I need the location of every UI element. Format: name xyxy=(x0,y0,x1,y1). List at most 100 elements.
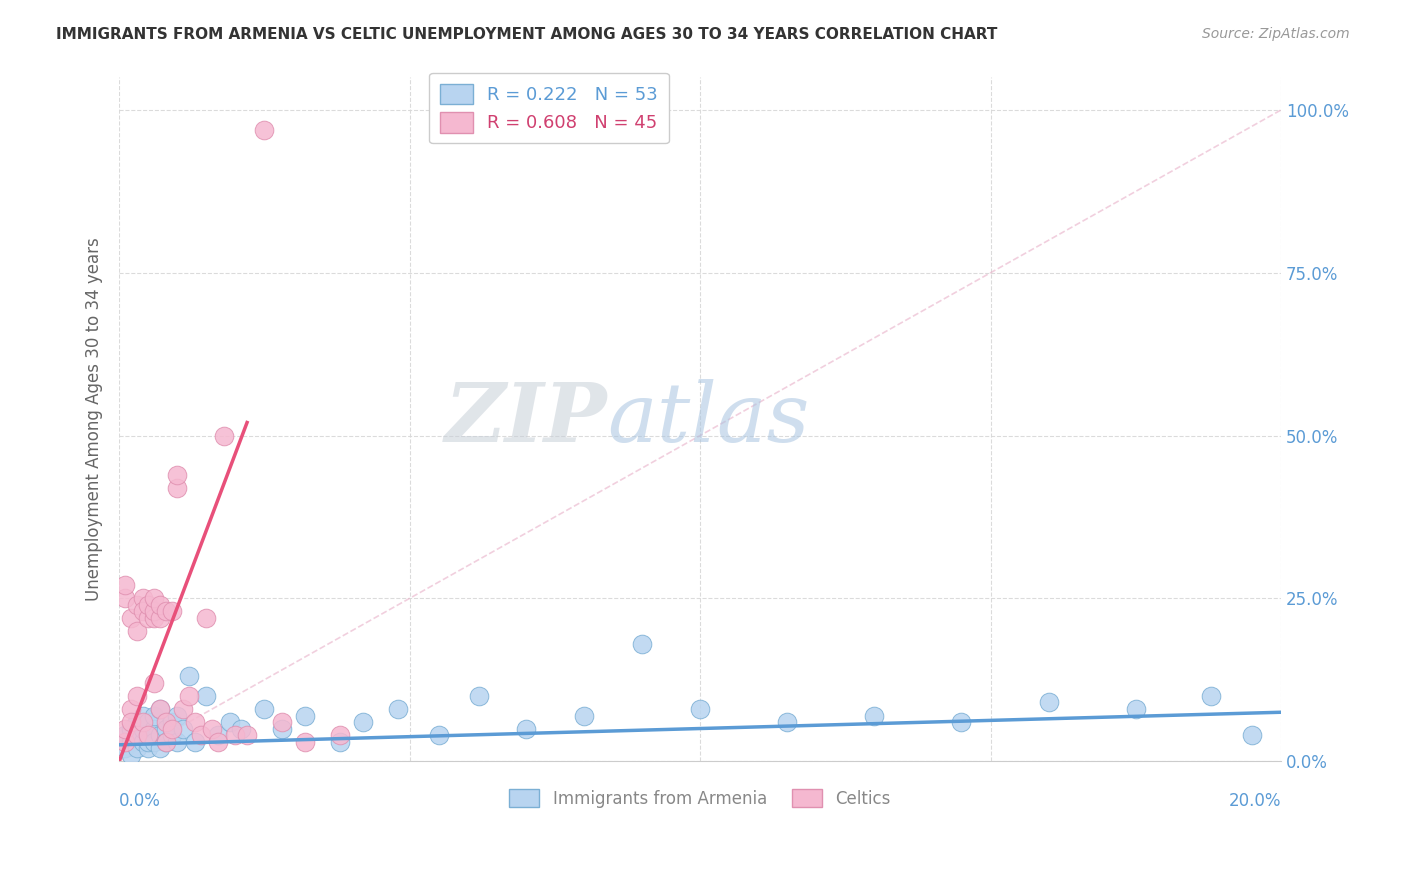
Point xyxy=(143,604,166,618)
Point xyxy=(166,481,188,495)
Point xyxy=(131,604,153,618)
Point xyxy=(155,734,177,748)
Point xyxy=(149,611,172,625)
Point xyxy=(160,728,183,742)
Point xyxy=(207,728,229,742)
Point xyxy=(177,669,200,683)
Point xyxy=(136,598,159,612)
Point xyxy=(1199,689,1222,703)
Point xyxy=(155,734,177,748)
Point xyxy=(149,741,172,756)
Point xyxy=(114,722,136,736)
Text: 0.0%: 0.0% xyxy=(120,792,162,810)
Point xyxy=(155,714,177,729)
Point xyxy=(271,714,294,729)
Point xyxy=(329,734,352,748)
Point xyxy=(207,734,229,748)
Point xyxy=(166,708,188,723)
Point xyxy=(160,722,183,736)
Point xyxy=(160,604,183,618)
Point xyxy=(329,728,352,742)
Point xyxy=(212,428,235,442)
Point xyxy=(294,708,316,723)
Text: ZIP: ZIP xyxy=(444,379,607,459)
Text: atlas: atlas xyxy=(607,379,810,459)
Point xyxy=(166,734,188,748)
Text: Source: ZipAtlas.com: Source: ZipAtlas.com xyxy=(1202,27,1350,41)
Point xyxy=(387,702,409,716)
Point xyxy=(143,734,166,748)
Point xyxy=(190,728,212,742)
Point xyxy=(120,611,142,625)
Point xyxy=(184,734,207,748)
Point xyxy=(120,722,142,736)
Point xyxy=(172,702,194,716)
Legend: Immigrants from Armenia, Celtics: Immigrants from Armenia, Celtics xyxy=(503,783,897,814)
Point xyxy=(143,591,166,606)
Point xyxy=(218,714,240,729)
Point xyxy=(114,734,136,748)
Point xyxy=(125,728,148,742)
Point xyxy=(236,728,259,742)
Point xyxy=(114,591,136,606)
Point xyxy=(863,708,886,723)
Point xyxy=(294,734,316,748)
Point xyxy=(224,728,246,742)
Point xyxy=(253,122,276,136)
Point xyxy=(120,747,142,762)
Point xyxy=(143,676,166,690)
Point xyxy=(136,728,159,742)
Point xyxy=(195,689,218,703)
Point xyxy=(120,714,142,729)
Point xyxy=(231,722,253,736)
Point xyxy=(136,734,159,748)
Point xyxy=(172,722,194,736)
Point xyxy=(155,604,177,618)
Point xyxy=(136,611,159,625)
Point xyxy=(155,722,177,736)
Point xyxy=(160,714,183,729)
Point xyxy=(114,578,136,592)
Text: IMMIGRANTS FROM ARMENIA VS CELTIC UNEMPLOYMENT AMONG AGES 30 TO 34 YEARS CORRELA: IMMIGRANTS FROM ARMENIA VS CELTIC UNEMPL… xyxy=(56,27,998,42)
Point xyxy=(352,714,374,729)
Point xyxy=(166,467,188,482)
Point xyxy=(120,734,142,748)
Point xyxy=(1240,728,1263,742)
Point xyxy=(515,722,537,736)
Text: 20.0%: 20.0% xyxy=(1229,792,1281,810)
Point xyxy=(143,708,166,723)
Point xyxy=(143,722,166,736)
Point xyxy=(125,689,148,703)
Point xyxy=(776,714,799,729)
Point xyxy=(689,702,711,716)
Point xyxy=(149,728,172,742)
Point xyxy=(131,734,153,748)
Point xyxy=(125,624,148,638)
Point xyxy=(131,722,153,736)
Point xyxy=(149,598,172,612)
Point xyxy=(631,637,654,651)
Point xyxy=(120,702,142,716)
Point xyxy=(1125,702,1147,716)
Point xyxy=(950,714,973,729)
Point xyxy=(468,689,491,703)
Point xyxy=(136,741,159,756)
Point xyxy=(125,741,148,756)
Point xyxy=(131,714,153,729)
Point xyxy=(114,741,136,756)
Point xyxy=(1038,696,1060,710)
Point xyxy=(136,728,159,742)
Point xyxy=(427,728,450,742)
Point xyxy=(149,702,172,716)
Point xyxy=(143,611,166,625)
Point xyxy=(114,728,136,742)
Point xyxy=(125,714,148,729)
Y-axis label: Unemployment Among Ages 30 to 34 years: Unemployment Among Ages 30 to 34 years xyxy=(86,237,103,601)
Point xyxy=(201,722,224,736)
Point xyxy=(136,714,159,729)
Point xyxy=(149,702,172,716)
Point xyxy=(572,708,595,723)
Point xyxy=(184,714,207,729)
Point xyxy=(131,591,153,606)
Point xyxy=(131,708,153,723)
